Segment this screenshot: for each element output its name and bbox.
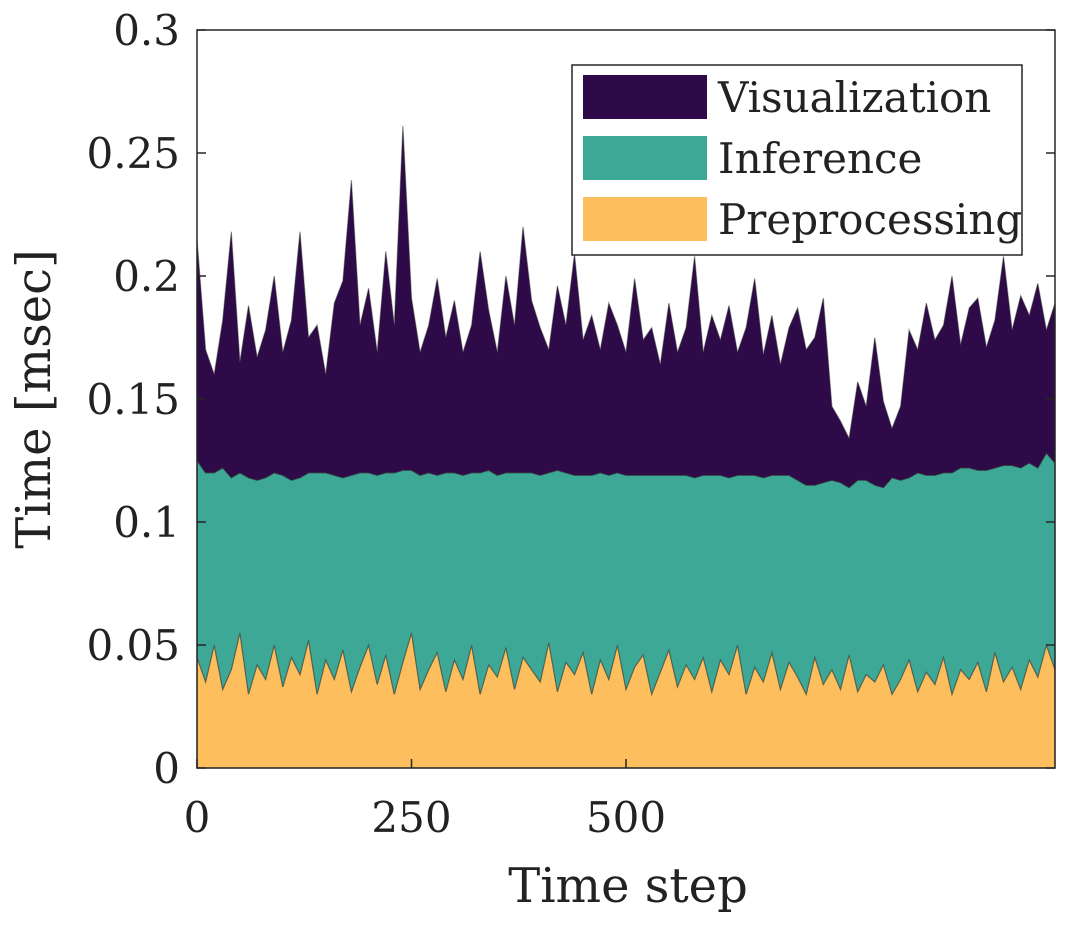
y-tick-label: 0.2 xyxy=(113,252,180,301)
legend-swatch-visualization xyxy=(583,75,707,119)
legend-swatch-preprocessing xyxy=(583,197,707,241)
y-tick-label: 0.3 xyxy=(113,6,180,55)
x-axis-label: Time step xyxy=(508,858,748,914)
y-tick-label: 0.15 xyxy=(86,375,180,424)
legend: Visualization Inference Preprocessing xyxy=(571,64,1023,256)
y-tick-label: 0 xyxy=(153,744,180,793)
y-axis-label: Time [msec] xyxy=(6,249,62,548)
legend-label-inference: Inference xyxy=(718,134,922,183)
x-tick-label: 500 xyxy=(586,793,666,842)
y-tick-label: 0.25 xyxy=(86,129,180,178)
plot-areas xyxy=(196,125,1056,769)
legend-label-preprocessing: Preprocessing xyxy=(718,195,1022,244)
area-inference xyxy=(196,452,1056,697)
x-tick-label: 250 xyxy=(371,793,451,842)
legend-swatch-inference xyxy=(583,136,707,180)
y-tick-label: 0.1 xyxy=(113,498,180,547)
y-axis: 0 0.05 0.1 0.15 0.2 0.25 0.3 xyxy=(86,6,1055,793)
x-axis: 0 250 500 xyxy=(184,759,666,842)
legend-label-visualization: Visualization xyxy=(717,73,991,122)
x-tick-label: 0 xyxy=(184,793,211,842)
y-tick-label: 0.05 xyxy=(86,621,180,670)
